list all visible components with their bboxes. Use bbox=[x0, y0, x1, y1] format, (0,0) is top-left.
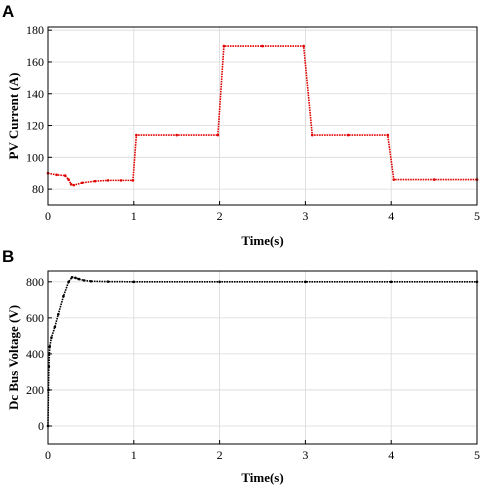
data-point bbox=[175, 133, 178, 137]
series-a bbox=[46, 44, 479, 187]
y-tick-label: 80 bbox=[32, 182, 44, 196]
y-axis-label-b: Dc Bus Voltage (V) bbox=[6, 305, 21, 410]
data-point bbox=[218, 280, 221, 284]
x-tick-label: 1 bbox=[131, 448, 137, 462]
y-tick-label: 100 bbox=[26, 150, 44, 164]
chart-panel-b: 0 1 2 3 4 5 0 200 400 600 800 Time(s) Dc Bus Volt… bbox=[6, 270, 480, 485]
x-tick-label: 2 bbox=[217, 209, 223, 223]
x-tick-label: 0 bbox=[45, 448, 51, 462]
y-tick-label: 140 bbox=[26, 87, 44, 101]
data-point bbox=[72, 183, 76, 187]
data-point bbox=[62, 294, 65, 298]
y-tick-label: 180 bbox=[26, 23, 44, 37]
data-point bbox=[432, 178, 436, 181]
data-point bbox=[135, 133, 138, 137]
x-tick-label: 1 bbox=[131, 209, 137, 223]
y-tick-label: 400 bbox=[26, 347, 44, 361]
data-point bbox=[55, 173, 58, 177]
plot-frame-a bbox=[47, 26, 478, 206]
data-point bbox=[67, 280, 70, 284]
data-point bbox=[131, 179, 135, 182]
grid-a bbox=[47, 27, 478, 205]
data-point bbox=[56, 312, 60, 316]
x-axis-label-a: Time(s) bbox=[241, 233, 283, 248]
data-point bbox=[50, 336, 53, 339]
y-tick-label: 160 bbox=[26, 55, 44, 69]
y-tick-label: 0 bbox=[38, 419, 44, 433]
data-point bbox=[119, 179, 123, 182]
data-point bbox=[106, 179, 110, 182]
y-ticks-b: 0 200 400 600 800 bbox=[26, 275, 52, 433]
data-point bbox=[222, 44, 226, 48]
series-line bbox=[47, 45, 477, 186]
x-tick-label: 5 bbox=[474, 209, 480, 223]
data-point bbox=[69, 183, 73, 186]
y-tick-label: 600 bbox=[26, 311, 44, 325]
panel-letter-a: A bbox=[2, 2, 14, 21]
x-tick-label: 3 bbox=[302, 209, 308, 223]
panel-letter-b: B bbox=[2, 247, 14, 266]
data-point bbox=[93, 179, 97, 183]
series-b bbox=[46, 276, 479, 428]
x-tick-label: 3 bbox=[302, 448, 308, 462]
grid-b bbox=[47, 271, 478, 444]
data-point bbox=[302, 44, 305, 48]
data-point bbox=[389, 280, 393, 284]
plot-frame-b bbox=[47, 270, 478, 445]
x-tick-label: 5 bbox=[474, 448, 480, 462]
data-point bbox=[67, 178, 70, 181]
data-point bbox=[261, 44, 264, 48]
y-axis-label-a: PV Current (A) bbox=[6, 73, 21, 160]
x-tick-label: 0 bbox=[45, 209, 51, 223]
y-tick-label: 200 bbox=[26, 383, 44, 397]
x-axis-label-b: Time(s) bbox=[241, 470, 283, 485]
data-point bbox=[77, 277, 81, 281]
x-tick-label: 4 bbox=[388, 448, 394, 462]
y-tick-label: 800 bbox=[26, 275, 44, 289]
data-point bbox=[63, 174, 67, 177]
y-ticks-a: 80 100 120 140 160 180 bbox=[26, 23, 52, 196]
data-point bbox=[132, 280, 136, 284]
x-tick-label: 2 bbox=[217, 448, 223, 462]
y-tick-label: 120 bbox=[26, 119, 44, 133]
data-point bbox=[53, 325, 57, 329]
data-point bbox=[48, 345, 52, 348]
data-point bbox=[310, 133, 314, 137]
x-ticks-b: 0 1 2 3 4 5 bbox=[45, 440, 480, 462]
data-point bbox=[82, 279, 86, 282]
data-point bbox=[304, 280, 307, 284]
data-point bbox=[81, 181, 84, 185]
data-point bbox=[74, 276, 77, 280]
data-point bbox=[347, 133, 350, 137]
chart-panel-a: 0 1 2 3 4 5 80 100 120 140 160 180 Time(s) PV Curr… bbox=[6, 23, 480, 248]
data-point bbox=[386, 133, 390, 137]
x-ticks-a: 0 1 2 3 4 5 bbox=[45, 201, 480, 223]
series-line bbox=[47, 276, 477, 426]
data-point bbox=[106, 280, 110, 283]
data-point bbox=[392, 178, 396, 181]
data-point bbox=[70, 276, 74, 279]
data-point bbox=[216, 133, 220, 137]
x-tick-label: 4 bbox=[388, 209, 394, 223]
data-point bbox=[89, 279, 93, 283]
